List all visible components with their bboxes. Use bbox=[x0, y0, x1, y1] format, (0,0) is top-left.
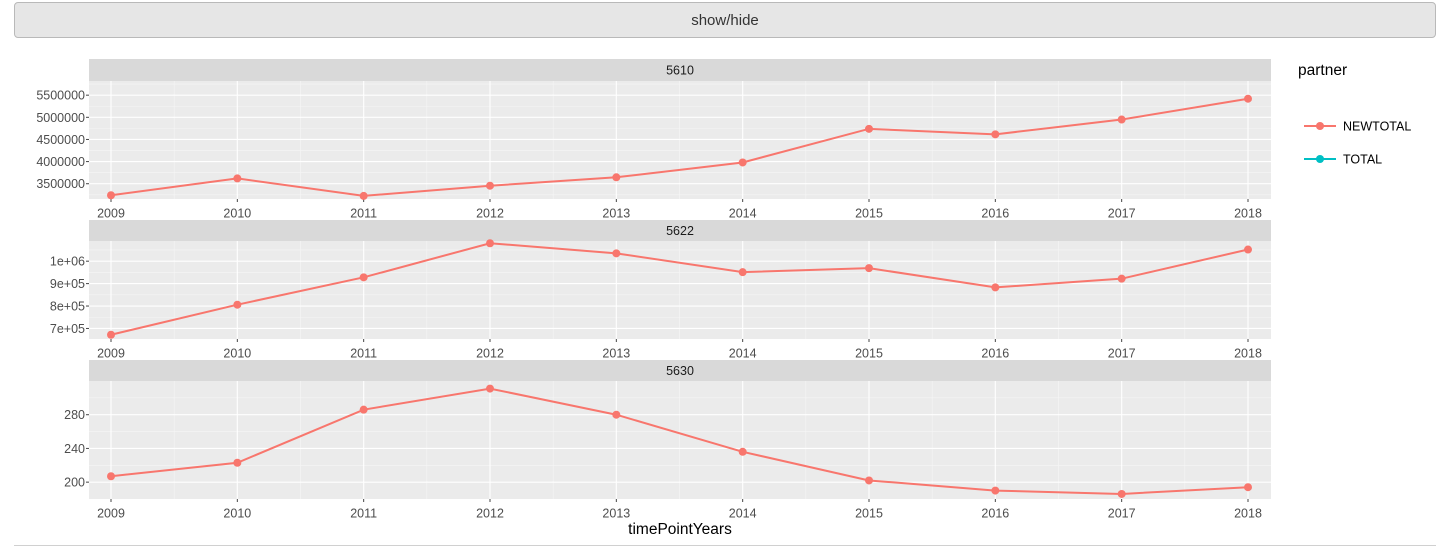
y-tick-label: 1e+06 bbox=[50, 255, 85, 269]
data-point bbox=[991, 486, 1000, 495]
x-tick-label: 2009 bbox=[97, 347, 125, 361]
data-point bbox=[486, 181, 494, 190]
legend-entry-total: TOTAL bbox=[1343, 153, 1382, 167]
data-point bbox=[107, 330, 115, 339]
facet-strip bbox=[89, 59, 1271, 81]
y-tick-label: 5500000 bbox=[36, 89, 85, 103]
y-tick-label: 4500000 bbox=[36, 133, 85, 147]
series-line-newtotal bbox=[110, 97, 1249, 197]
data-point bbox=[865, 476, 873, 485]
x-tick-label: 2018 bbox=[1234, 347, 1262, 361]
x-tick-label: 2010 bbox=[223, 207, 251, 221]
x-tick-label: 2014 bbox=[729, 347, 757, 361]
legend-key-point bbox=[1316, 155, 1324, 163]
x-tick-label: 2014 bbox=[729, 207, 757, 221]
x-tick-label: 2010 bbox=[223, 507, 251, 521]
x-tick-label: 2009 bbox=[97, 507, 125, 521]
x-tick-label: 2015 bbox=[855, 207, 883, 221]
y-tick-label: 240 bbox=[64, 442, 85, 456]
series-line-newtotal bbox=[110, 242, 1249, 336]
data-point bbox=[865, 124, 873, 133]
panel-background bbox=[89, 241, 1271, 339]
y-tick-label: 7e+05 bbox=[50, 322, 85, 336]
data-point bbox=[107, 191, 115, 200]
facet-strip-label: 5622 bbox=[666, 224, 694, 238]
data-point bbox=[1117, 274, 1126, 283]
data-point bbox=[486, 239, 494, 248]
data-point bbox=[612, 410, 621, 419]
x-tick-label: 2009 bbox=[97, 207, 125, 221]
data-point bbox=[865, 264, 873, 273]
data-point bbox=[612, 173, 621, 182]
x-tick-label: 2013 bbox=[602, 347, 630, 361]
x-tick-label: 2011 bbox=[350, 347, 377, 361]
data-point bbox=[738, 268, 747, 277]
data-point bbox=[1244, 245, 1252, 254]
x-tick-label: 2010 bbox=[223, 347, 251, 361]
y-tick-label: 9e+05 bbox=[50, 277, 85, 291]
x-tick-label: 2016 bbox=[981, 207, 1009, 221]
panel-background bbox=[89, 381, 1271, 499]
data-point bbox=[991, 130, 1000, 139]
facet-strip bbox=[89, 360, 1271, 381]
data-point bbox=[1117, 489, 1126, 498]
data-point bbox=[1244, 483, 1252, 492]
data-point bbox=[1244, 94, 1252, 103]
x-tick-label: 2012 bbox=[476, 207, 504, 221]
data-point bbox=[233, 458, 242, 467]
data-point bbox=[359, 273, 368, 282]
x-axis-title: timePointYears bbox=[628, 521, 732, 538]
panel-background bbox=[89, 81, 1271, 199]
data-point bbox=[359, 191, 368, 200]
x-tick-label: 2013 bbox=[602, 207, 630, 221]
x-tick-label: 2011 bbox=[350, 207, 377, 221]
x-tick-label: 2015 bbox=[855, 347, 883, 361]
x-tick-label: 2017 bbox=[1108, 207, 1136, 221]
x-tick-label: 2018 bbox=[1234, 207, 1262, 221]
data-point bbox=[359, 405, 368, 414]
facet-strip bbox=[89, 220, 1271, 241]
data-point bbox=[1117, 115, 1126, 124]
data-point bbox=[486, 384, 494, 393]
y-tick-label: 4000000 bbox=[36, 155, 85, 169]
facet-strip-label: 5610 bbox=[666, 64, 694, 78]
y-tick-label: 280 bbox=[64, 408, 85, 422]
x-tick-label: 2016 bbox=[981, 347, 1009, 361]
series-line-newtotal bbox=[110, 387, 1249, 495]
data-point bbox=[233, 174, 242, 183]
data-point bbox=[738, 447, 747, 456]
legend-entry-newtotal: NEWTOTAL bbox=[1343, 120, 1411, 134]
faceted-line-chart: 5610 3500000 4000000 4500000 5000000 5500000 2… bbox=[36, 59, 1411, 538]
data-point bbox=[107, 472, 115, 481]
data-point bbox=[233, 300, 242, 309]
y-tick-label: 5000000 bbox=[36, 111, 85, 125]
x-tick-label: 2014 bbox=[729, 507, 757, 521]
legend-title: partner bbox=[1298, 62, 1347, 79]
x-tick-label: 2013 bbox=[602, 507, 630, 521]
x-tick-label: 2017 bbox=[1108, 347, 1136, 361]
show-hide-button[interactable]: show/hide bbox=[14, 2, 1436, 38]
x-tick-label: 2017 bbox=[1108, 507, 1136, 521]
y-tick-label: 3500000 bbox=[36, 177, 85, 191]
y-tick-label: 200 bbox=[64, 476, 85, 490]
x-tick-label: 2011 bbox=[350, 507, 377, 521]
data-point bbox=[991, 283, 1000, 292]
data-point bbox=[612, 249, 621, 258]
x-tick-label: 2012 bbox=[476, 347, 504, 361]
x-tick-label: 2012 bbox=[476, 507, 504, 521]
x-tick-label: 2018 bbox=[1234, 507, 1262, 521]
y-tick-label: 8e+05 bbox=[50, 300, 85, 314]
x-tick-label: 2016 bbox=[981, 507, 1009, 521]
bottom-divider bbox=[14, 545, 1436, 546]
data-point bbox=[738, 158, 747, 167]
facet-strip-label: 5630 bbox=[666, 364, 694, 378]
x-tick-label: 2015 bbox=[855, 507, 883, 521]
legend-key-point bbox=[1316, 122, 1324, 130]
